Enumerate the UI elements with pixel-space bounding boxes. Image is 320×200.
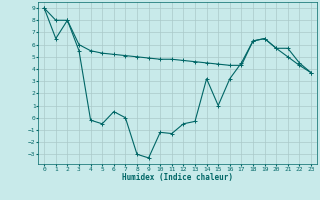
X-axis label: Humidex (Indice chaleur): Humidex (Indice chaleur) <box>122 173 233 182</box>
